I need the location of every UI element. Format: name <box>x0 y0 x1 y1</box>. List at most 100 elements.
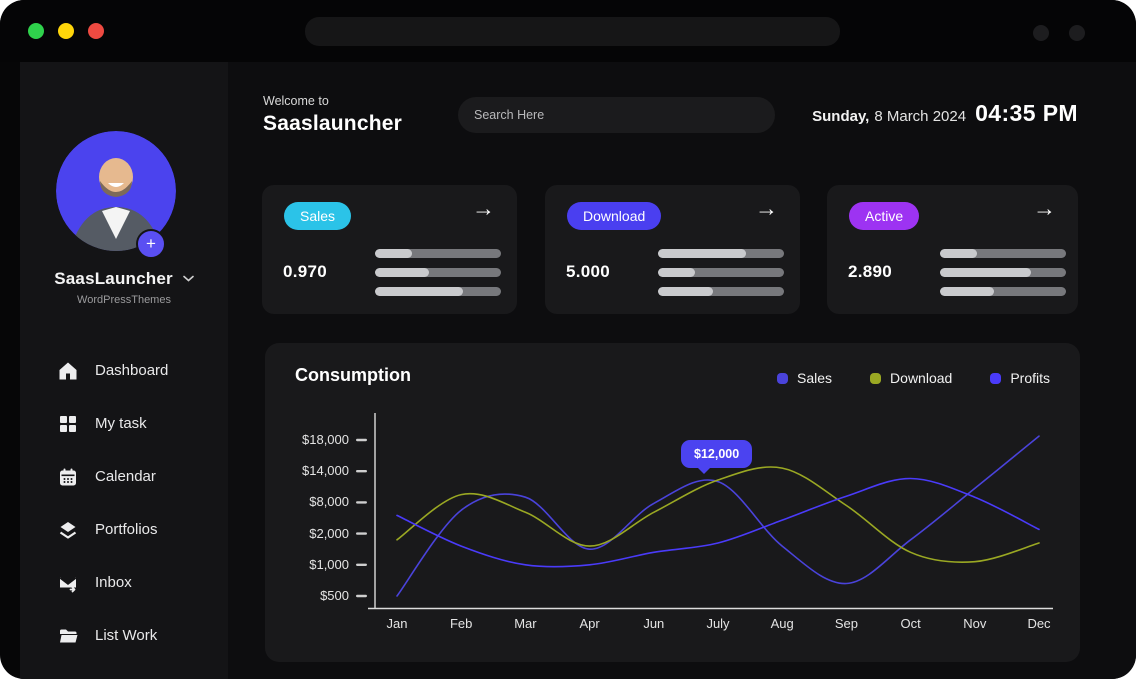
stat-card-active: Active → 2.890 <box>827 185 1078 314</box>
stat-value: 5.000 <box>566 262 611 281</box>
window-control-dot-icon[interactable] <box>1069 25 1085 41</box>
x-axis-label: Oct <box>900 616 921 631</box>
folder-icon <box>60 629 78 642</box>
sidebar-item-label: Calendar <box>95 468 156 485</box>
progress-bar <box>658 268 784 277</box>
progress-bar <box>658 287 784 296</box>
chevron-down-icon <box>182 275 194 282</box>
avatar-add-button[interactable]: + <box>136 229 166 259</box>
series-line-profits <box>396 477 1040 568</box>
stat-value: 2.890 <box>848 262 893 281</box>
x-axis-label: Nov <box>963 616 987 631</box>
legend-item-download[interactable]: Download <box>870 370 952 386</box>
sidebar-item-label: List Work <box>95 627 158 644</box>
sidebar-item-label: Dashboard <box>95 362 169 379</box>
y-axis-label: $8,000 <box>309 494 349 510</box>
legend-label: Sales <box>797 370 833 386</box>
profile-name[interactable]: SaasLauncher <box>20 269 228 289</box>
date-text: 8 March 2024 <box>874 108 967 125</box>
y-axis-label: $18,000 <box>302 432 349 447</box>
y-tick-mark <box>356 532 367 535</box>
x-axis-label: Sep <box>834 616 858 631</box>
progress-bar <box>940 268 1066 277</box>
legend-dot-icon <box>870 372 882 384</box>
status-badge: Active <box>849 202 920 230</box>
sidebar-item-my-task[interactable]: My task <box>20 397 228 450</box>
progress-bar-fill <box>375 287 464 296</box>
stat-card-download: Download → 5.000 <box>545 185 800 314</box>
home-icon <box>59 362 77 379</box>
series-line-sales <box>396 435 1040 597</box>
sidebar-menu: Dashboard My task Calendar Portfolios <box>20 344 228 662</box>
arrow-right-icon[interactable]: → <box>472 195 495 221</box>
progress-bar-fill <box>658 287 714 296</box>
traffic-light-green[interactable] <box>28 23 44 39</box>
traffic-light-red[interactable] <box>88 23 104 39</box>
traffic-light-yellow[interactable] <box>58 23 74 39</box>
window-control-dot-icon[interactable] <box>1033 25 1049 41</box>
legend-label: Profits <box>1010 370 1050 386</box>
inbox-icon <box>59 576 77 592</box>
y-axis-label: $1,000 <box>309 556 349 572</box>
arrow-right-icon[interactable]: → <box>1033 195 1056 221</box>
y-tick-mark <box>356 594 367 598</box>
consumption-chart-card: Consumption Sales Download Profits $18,000… <box>265 343 1080 662</box>
legend-item-sales[interactable]: Sales <box>777 370 832 386</box>
legend-dot-icon <box>777 372 789 384</box>
status-badge: Sales <box>284 202 352 230</box>
sidebar-item-calendar[interactable]: Calendar <box>20 450 228 503</box>
progress-bar-fill <box>375 249 412 258</box>
progress-bar <box>940 249 1066 258</box>
window-titlebar <box>0 0 1136 62</box>
x-axis-label: Aug <box>770 616 794 631</box>
sidebar-item-label: Inbox <box>95 574 132 591</box>
avatar[interactable] <box>56 131 176 251</box>
progress-bar <box>658 249 784 258</box>
x-axis-label: Feb <box>449 616 473 631</box>
stat-bars <box>375 249 501 306</box>
address-bar[interactable] <box>305 17 840 46</box>
chart-tooltip: $12,000 <box>681 439 753 474</box>
progress-bar-fill <box>940 287 995 296</box>
date-day: Sunday, <box>812 108 870 125</box>
status-badge: Download <box>567 202 662 230</box>
stat-value: 0.970 <box>283 262 328 281</box>
sidebar-item-portfolios[interactable]: Portfolios <box>20 503 228 556</box>
series-line-download <box>396 466 1040 564</box>
legend-dot-icon <box>990 372 1002 384</box>
x-axis-label: Mar <box>514 616 537 631</box>
legend-label: Download <box>890 370 953 386</box>
welcome-text: Welcome to <box>263 94 329 108</box>
x-axis-label: July <box>706 616 730 631</box>
sidebar-item-dashboard[interactable]: Dashboard <box>20 344 228 397</box>
time-text: 04:35 PM <box>975 100 1078 126</box>
page-title: Saaslauncher <box>263 112 402 135</box>
line-chart <box>356 413 1053 610</box>
datetime: Sunday, 8 March 2024 04:35 PM <box>812 100 1078 127</box>
sidebar-item-label: Portfolios <box>95 521 158 538</box>
progress-bar <box>940 287 1066 296</box>
search-input[interactable] <box>458 97 807 133</box>
chart-title: Consumption <box>295 365 411 385</box>
stat-bars <box>658 249 784 306</box>
calendar-icon <box>60 468 76 485</box>
profile-organization: WordPressThemes <box>77 294 171 306</box>
sidebar-item-list-work[interactable]: List Work <box>20 609 228 662</box>
sidebar-item-label: My task <box>95 415 147 432</box>
legend-item-profits[interactable]: Profits <box>990 370 1050 386</box>
y-axis-label: $500 <box>320 588 349 603</box>
y-tick-mark <box>356 563 367 566</box>
chart-legend: Sales Download Profits <box>777 370 1050 386</box>
progress-bar-fill <box>375 268 430 277</box>
stat-bars <box>940 249 1066 306</box>
y-axis-label: $14,000 <box>302 463 349 479</box>
profile-name-label: SaasLauncher <box>54 269 173 288</box>
sidebar-item-inbox[interactable]: Inbox <box>20 556 228 609</box>
arrow-right-icon[interactable]: → <box>755 195 778 221</box>
progress-bar <box>375 268 501 277</box>
search-box <box>458 97 807 133</box>
stat-card-sales: Sales → 0.970 <box>262 185 517 314</box>
y-tick-mark <box>356 501 367 504</box>
x-axis-label: Apr <box>579 616 600 631</box>
